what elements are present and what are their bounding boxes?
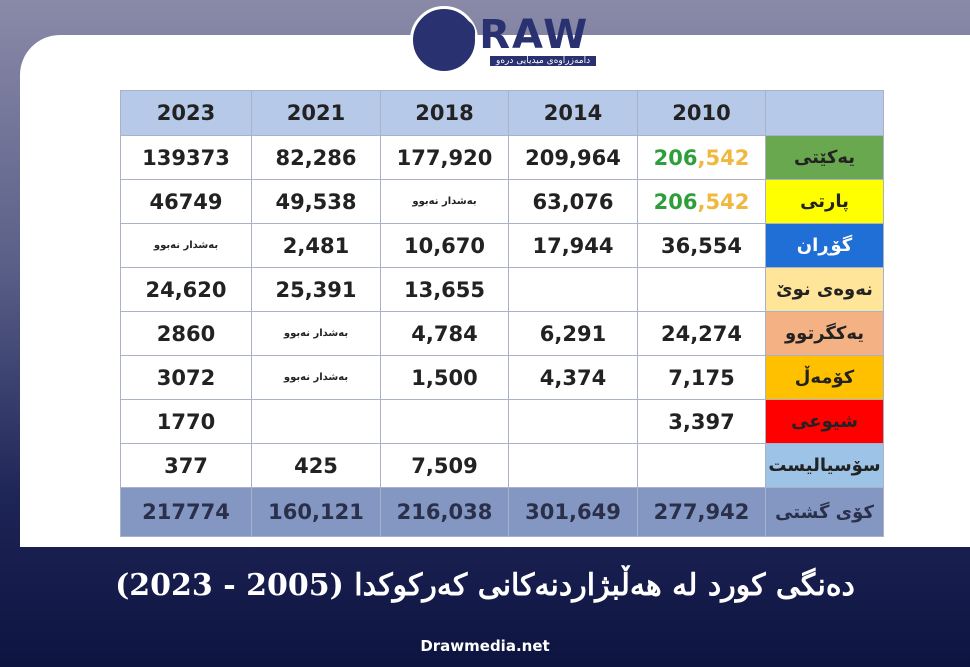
table-cell: 13,655 (380, 267, 509, 312)
table-cell: 160,121 (251, 487, 381, 537)
title: دەنگی کورد لە هەڵبژاردنەکانی کەرکوکدا (2… (115, 568, 855, 603)
table-cell: 46749 (120, 179, 252, 224)
logo: DRAW دامەزراوەی میدیایی درەو (410, 6, 605, 74)
table-cell (508, 267, 638, 312)
table-cell: 377 (120, 443, 252, 488)
table-cell: 206,542 (637, 135, 766, 180)
header-cell: 2014 (508, 90, 638, 136)
table-cell: 139373 (120, 135, 252, 180)
table-cell: بەشدار نەبوو (380, 179, 509, 224)
table-cell: 25,391 (251, 267, 381, 312)
table-row: بەشدار نەبوو 2,481 10,670 17,944 36,554 گۆڕان (120, 223, 884, 268)
table-cell: 301,649 (508, 487, 638, 537)
header-cell: 2010 (637, 90, 766, 136)
table-cell: 63,076 (508, 179, 638, 224)
table-cell: 24,274 (637, 311, 766, 356)
party-name: کۆی گشتی (765, 487, 884, 537)
party-name: پارتی (765, 179, 884, 224)
party-name: نەوەی نوێ (765, 267, 884, 312)
table-row: 3072 بەشدار نەبوو 1,500 4,374 7,175 کۆمەڵ (120, 355, 884, 400)
table-row: 139373 82,286 177,920 209,964 206,542 یەکێتی (120, 135, 884, 180)
table-cell: 425 (251, 443, 381, 488)
table-cell: 36,554 (637, 223, 766, 268)
party-name: گۆڕان (765, 223, 884, 268)
party-name: سۆسیالیست (765, 443, 884, 488)
table-cell: 4,784 (380, 311, 509, 356)
header-cell (765, 90, 884, 136)
table-cell: 4,374 (508, 355, 638, 400)
table-cell: 2860 (120, 311, 252, 356)
table-row: 1770 3,397 شیوعی (120, 399, 884, 444)
table-cell (380, 399, 509, 444)
table-cell: 49,538 (251, 179, 381, 224)
table-cell: 217774 (120, 487, 252, 537)
logo-text: DRAW (444, 12, 590, 58)
header-row: 2023 2021 2018 2014 2010 (120, 90, 884, 136)
table-cell: 2,481 (251, 223, 381, 268)
table-cell: 10,670 (380, 223, 509, 268)
table-cell: 3,397 (637, 399, 766, 444)
table-cell (508, 399, 638, 444)
table-cell: 177,920 (380, 135, 509, 180)
party-name: کۆمەڵ (765, 355, 884, 400)
party-name: یەکگرتوو (765, 311, 884, 356)
table-cell: 17,944 (508, 223, 638, 268)
table-cell: 3072 (120, 355, 252, 400)
table-row: 217774 160,121 216,038 301,649 277,942 کۆی گش… (120, 487, 884, 537)
table-cell (637, 267, 766, 312)
table-cell: 82,286 (251, 135, 381, 180)
logo-tagline: دامەزراوەی میدیایی درەو (490, 56, 597, 66)
party-name: شیوعی (765, 399, 884, 444)
votes-table: 2023 2021 2018 2014 2010 139373 82,286 177,920 2… (120, 90, 884, 537)
table-cell: 24,620 (120, 267, 252, 312)
table-cell: 277,942 (637, 487, 766, 537)
table-cell: 1,500 (380, 355, 509, 400)
table-cell: 6,291 (508, 311, 638, 356)
table-row: 24,620 25,391 13,655 نەوەی نوێ (120, 267, 884, 312)
table-row: 46749 49,538 بەشدار نەبوو 63,076 206,542 پارت… (120, 179, 884, 224)
table-cell: بەشدار نەبوو (120, 223, 252, 268)
header-cell: 2023 (120, 90, 252, 136)
table-cell (508, 443, 638, 488)
table-cell: 1770 (120, 399, 252, 444)
footer: Drawmedia.net (420, 637, 550, 655)
table-cell: 209,964 (508, 135, 638, 180)
table-cell (251, 399, 381, 444)
table-row: 2860 بەشدار نەبوو 4,784 6,291 24,274 یەکگرتوو (120, 311, 884, 356)
table-cell: 7,175 (637, 355, 766, 400)
table-cell: 206,542 (637, 179, 766, 224)
table-row: 377 425 7,509 سۆسیالیست (120, 443, 884, 488)
party-name: یەکێتی (765, 135, 884, 180)
table-cell: 7,509 (380, 443, 509, 488)
table-cell: 216,038 (380, 487, 509, 537)
header-cell: 2021 (251, 90, 381, 136)
header-cell: 2018 (380, 90, 509, 136)
table-cell: بەشدار نەبوو (251, 311, 381, 356)
table-cell (637, 443, 766, 488)
table-cell: بەشدار نەبوو (251, 355, 381, 400)
logo-circle (410, 6, 478, 74)
